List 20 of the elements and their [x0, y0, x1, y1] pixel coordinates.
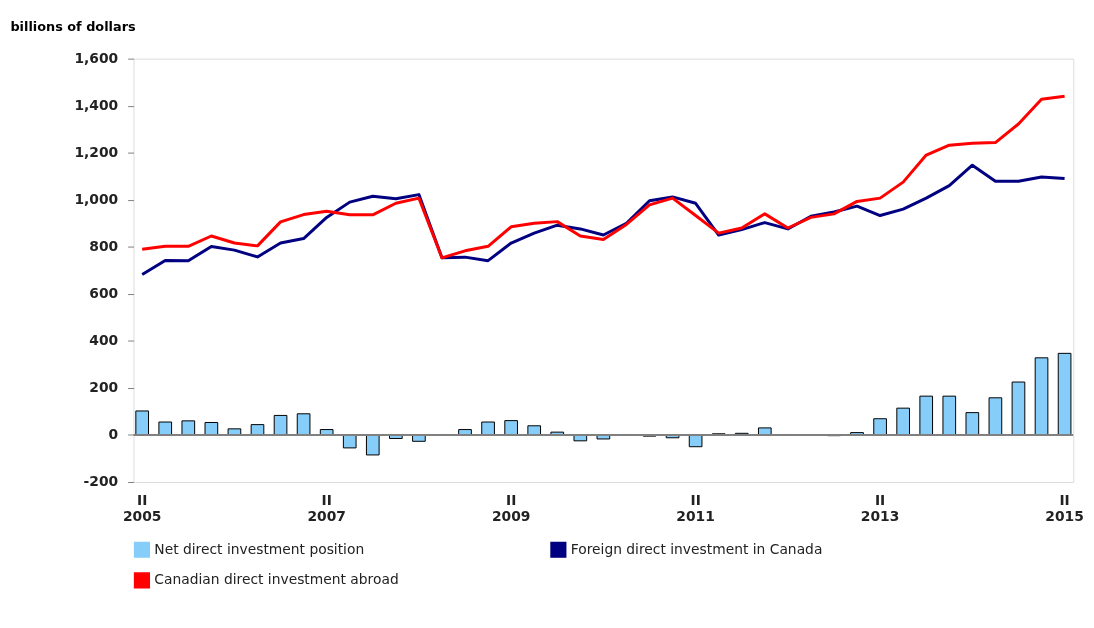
- y-tick-label: 1,400: [74, 97, 119, 114]
- legend-label: Canadian direct investment abroad: [154, 571, 399, 588]
- y-tick-label: 1,200: [74, 144, 119, 161]
- legend-label: Net direct investment position: [154, 540, 365, 557]
- legend-label: Foreign direct investment in Canada: [570, 540, 823, 557]
- y-tick-label: 1,600: [74, 50, 119, 67]
- y-tick-label: -200: [83, 473, 119, 490]
- y-tick-label: 800: [89, 238, 119, 255]
- x-tick-label: II 2009: [491, 492, 531, 525]
- y-tick-label: 1,000: [74, 191, 119, 208]
- y-tick-label: 0: [108, 426, 119, 443]
- x-tick-label: II 2005: [122, 492, 162, 525]
- y-tick-label: 200: [89, 379, 119, 396]
- x-tick-label: II 2015: [1045, 492, 1084, 525]
- y-tick-label: 400: [89, 332, 119, 349]
- x-tick-label: II 2013: [860, 492, 900, 525]
- y-axis-title: billions of dollars: [10, 19, 136, 35]
- y-tick-label: 600: [89, 285, 119, 302]
- x-tick-label: II 2011: [676, 492, 715, 525]
- x-tick-label: II 2007: [307, 492, 346, 525]
